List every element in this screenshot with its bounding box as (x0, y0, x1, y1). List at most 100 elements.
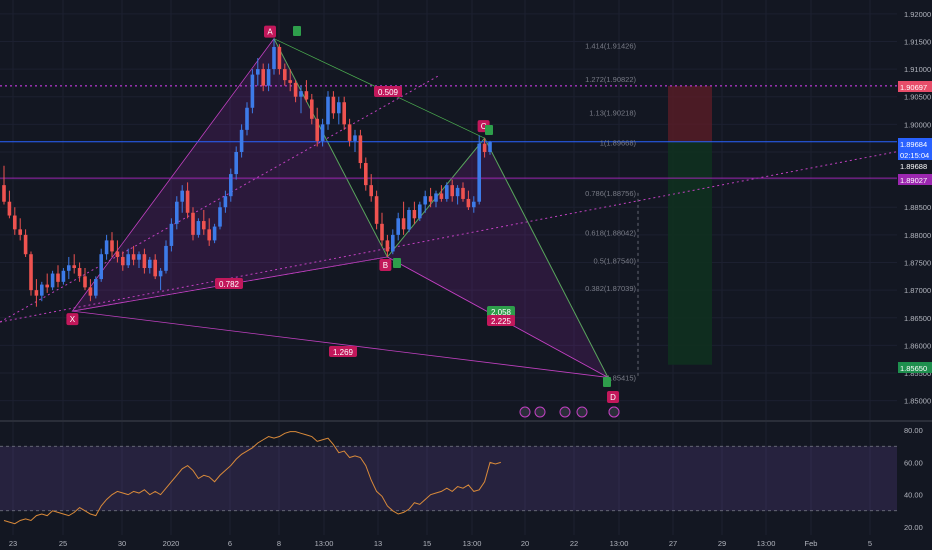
trend-line-upper (0, 74, 441, 323)
ratio-label-box (329, 346, 357, 357)
candle-body (385, 240, 390, 252)
candle-body (358, 135, 363, 164)
time-tick-label: 13:00 (315, 539, 334, 548)
event-icon (576, 406, 588, 418)
candle-body (223, 196, 228, 208)
xd-line (72, 310, 609, 378)
rsi-tick-label: 40.00 (904, 491, 923, 500)
ratio-label-box (374, 86, 402, 97)
time-tick-label: 22 (570, 539, 578, 548)
candle-body (299, 91, 303, 97)
ratio-label: 1.269 (329, 346, 357, 357)
price-badge-stop-line: 1.90697 (898, 81, 932, 92)
candle-body (315, 118, 319, 141)
fib-level-label: (1.85415) (604, 374, 637, 383)
candle-body (99, 254, 103, 280)
ratio-label-box (487, 306, 515, 317)
signal-flag (603, 377, 611, 387)
ratio-label-text: 0.782 (219, 280, 240, 289)
fib-level-label: 1(1.89668) (600, 139, 637, 148)
price-badge-crosshair: 1.89688 (898, 160, 932, 171)
event-icons (519, 406, 620, 418)
price-tick-label: 1.86500 (904, 314, 931, 323)
ratio-label: 2.225 (487, 315, 515, 326)
event-icon (608, 406, 620, 418)
price-badge-text: 02:15:04 (900, 151, 929, 160)
candle-body (423, 196, 427, 205)
time-tick-label: 13 (374, 539, 382, 548)
candle-body (180, 190, 184, 202)
time-tick-label: 30 (118, 539, 126, 548)
pattern-point-label: B (383, 261, 388, 270)
candle-body (212, 226, 217, 241)
candle-body (77, 268, 82, 277)
time-tick-label: 2020 (163, 539, 180, 548)
candle-body (472, 201, 476, 208)
candle-body (50, 273, 55, 288)
pattern-point-a: A (264, 25, 276, 38)
price-tick-label: 1.86000 (904, 341, 931, 350)
rsi-line (3, 431, 501, 525)
candle-body (218, 207, 222, 227)
candle-body (331, 96, 336, 114)
pattern-point-b: B (379, 258, 392, 271)
candle-body (310, 99, 314, 119)
candle-body (261, 69, 265, 86)
candle-body (94, 279, 98, 296)
pattern-point-marker (379, 258, 392, 271)
candle-body (88, 287, 93, 296)
candle-body (466, 198, 471, 208)
candle-body (45, 284, 49, 288)
candle-body (175, 201, 179, 224)
event-icon (519, 406, 531, 418)
price-tick-label: 1.87000 (904, 286, 931, 295)
fib-level-label: 0.786(1.88756) (585, 189, 636, 198)
candle-body (412, 210, 417, 219)
candle-body (137, 254, 141, 260)
time-axis: 23 25 30 2020 6 8 13:00 13 15 13:00 20 22 13:00 27 29 1… (9, 539, 872, 548)
price-tick-label: 1.90000 (904, 120, 931, 129)
candle-body (418, 204, 422, 219)
price-badge-text: 1.90697 (900, 83, 927, 92)
ratio-label-box (215, 278, 243, 289)
candle-body (250, 74, 255, 108)
price-tick-label: 1.88500 (904, 203, 931, 212)
candle-body (234, 151, 238, 175)
candle-body (121, 256, 125, 266)
pattern-point-marker (66, 313, 79, 326)
pattern-point-d: D (607, 391, 619, 403)
time-tick-label: 15 (423, 539, 431, 548)
candle-body (104, 240, 109, 255)
time-tick-label: 25 (59, 539, 67, 548)
candle-body (40, 284, 44, 296)
stop-zone (668, 85, 712, 142)
candle-body (455, 187, 460, 197)
time-tick-label: 8 (277, 539, 281, 548)
candle-body (369, 185, 373, 197)
trend-line-lower (0, 144, 932, 323)
ratio-label-box (487, 315, 515, 326)
fib-level-label: 0.382(1.87039) (585, 284, 636, 293)
candle-body (207, 229, 211, 241)
candle-body (67, 265, 71, 271)
price-tick-label: 1.85500 (904, 369, 931, 378)
price-tick-label: 1.91000 (904, 65, 931, 74)
xb-line (72, 256, 388, 312)
price-tick-label: 1.92000 (904, 10, 931, 19)
price-badge-box (898, 362, 932, 373)
candle-body (391, 234, 395, 252)
candle-body (142, 254, 147, 269)
time-tick-label: Feb (805, 539, 818, 548)
candle-body (396, 218, 400, 235)
price-tick-label: 1.88000 (904, 231, 931, 240)
candle-body (185, 190, 190, 213)
candle-body (110, 240, 114, 252)
fib-level-label: 0.5(1.87540) (593, 256, 636, 265)
candle-body (266, 69, 271, 86)
rsi-tick-label: 80.00 (904, 426, 923, 435)
candle-body (56, 273, 60, 282)
candle-body (115, 251, 120, 257)
fib-level-label: 1.272(1.90822) (585, 75, 636, 84)
price-badge-last-price: 1.89684 (898, 138, 932, 149)
